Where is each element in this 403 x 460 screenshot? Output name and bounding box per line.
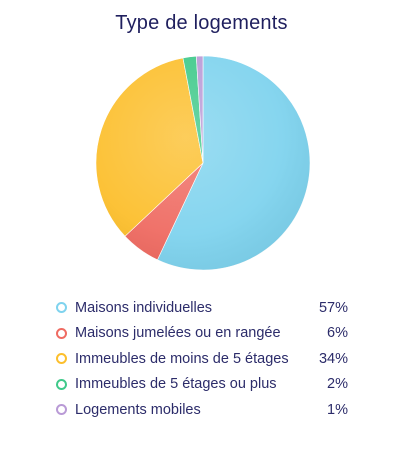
legend-item[interactable]: Logements mobiles 1% (56, 397, 348, 423)
legend-marker-icon (56, 327, 67, 339)
legend-value: 34% (318, 350, 348, 367)
legend-marker-icon (56, 378, 67, 390)
legend-label: Immeubles de moins de 5 étages (75, 350, 289, 367)
legend-value: 57% (318, 299, 348, 316)
pie-chart (95, 55, 311, 271)
legend-item[interactable]: Maisons individuelles 57% (56, 295, 348, 321)
legend: Maisons individuelles 57% Maisons jumelées… (56, 295, 348, 423)
legend-marker-icon (56, 353, 67, 365)
legend-item[interactable]: Maisons jumelées ou en rangée 6% (56, 321, 348, 347)
legend-label: Logements mobiles (75, 401, 201, 418)
legend-label: Maisons jumelées ou en rangée (75, 325, 281, 342)
legend-marker-icon (56, 302, 67, 314)
legend-label: Immeubles de 5 étages ou plus (75, 376, 277, 393)
legend-value: 6% (327, 325, 348, 342)
legend-value: 1% (327, 401, 348, 418)
chart-title: Type de logements (115, 12, 288, 34)
legend-item[interactable]: Immeubles de moins de 5 étages 34% (56, 346, 348, 372)
legend-marker-icon (56, 404, 67, 416)
legend-item[interactable]: Immeubles de 5 étages ou plus 2% (56, 372, 348, 398)
legend-label: Maisons individuelles (75, 299, 213, 316)
legend-value: 2% (327, 376, 348, 393)
